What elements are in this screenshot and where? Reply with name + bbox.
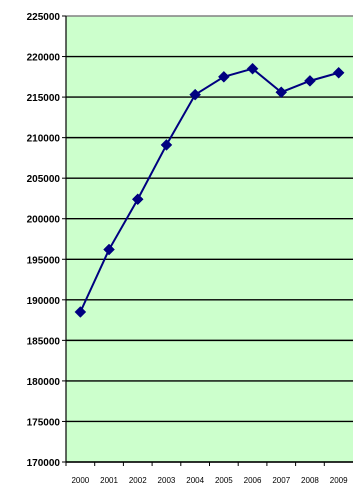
y-tick-label: 220000 (27, 53, 61, 64)
y-tick-label: 210000 (27, 134, 61, 145)
y-tick-label: 180000 (27, 377, 61, 388)
data-point-2008 (304, 75, 316, 87)
x-tick-label: 2000 (71, 476, 89, 485)
x-tick-label: 2006 (244, 476, 262, 485)
series-line (79, 67, 339, 313)
y-tick-label: 215000 (27, 93, 61, 104)
gridlines (62, 15, 353, 463)
data-point-2005 (217, 70, 230, 83)
x-tick-label: 2001 (100, 476, 118, 485)
data-point-2003 (160, 139, 173, 151)
series-markers (74, 62, 345, 318)
y-tick-label: 200000 (27, 215, 61, 226)
x-tick-label: 2008 (301, 476, 319, 485)
data-point-2000 (74, 306, 87, 318)
x-tick-label: 2005 (215, 476, 233, 485)
data-point-2001 (103, 243, 115, 256)
y-axis-tick-labels: 225000 220000 215000 210000 205000 200000 1950… (27, 12, 61, 469)
x-tick-label: 2007 (272, 476, 290, 485)
y-tick-label: 205000 (27, 174, 61, 185)
x-axis-tick-labels: 2000 2001 2002 2003 2004 2005 2006 2007 2008 2009 (65, 462, 348, 485)
y-tick-label: 190000 (27, 296, 61, 307)
data-point-2004 (189, 88, 202, 101)
y-tick-label: 170000 (27, 458, 61, 469)
x-tick-label: 2002 (129, 476, 147, 485)
data-point-2002 (131, 193, 144, 206)
y-tick-label: 195000 (27, 255, 61, 266)
data-point-2007 (275, 86, 288, 99)
data-point-2009 (332, 66, 345, 79)
data-point-2006 (246, 62, 259, 75)
y-tick-label: 225000 (27, 12, 61, 23)
x-tick-label: 2003 (158, 476, 176, 485)
x-tick-label: 2009 (330, 476, 348, 485)
y-tick-label: 175000 (27, 417, 61, 428)
x-tick-label: 2004 (186, 476, 204, 485)
y-tick-label: 185000 (27, 336, 61, 347)
plot-area (66, 16, 353, 462)
